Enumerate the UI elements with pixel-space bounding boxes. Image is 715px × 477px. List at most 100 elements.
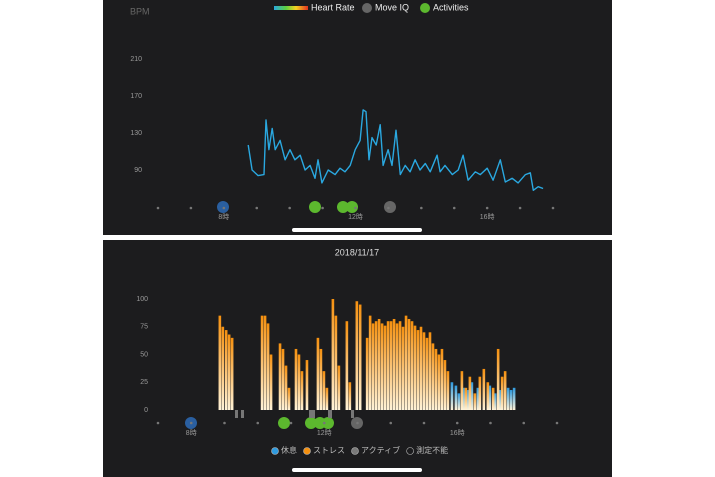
y-axis-label: BPM: [130, 6, 150, 16]
bar: [383, 325, 387, 410]
bar: [413, 325, 417, 410]
bar: [443, 360, 447, 410]
x-dot: [518, 206, 522, 210]
bar: [407, 318, 411, 410]
x-dot: [522, 421, 526, 425]
y-tick-label: 170: [130, 93, 142, 100]
legend-swatch: [271, 447, 279, 455]
bar: [503, 371, 507, 410]
bar: [294, 348, 298, 410]
bar: [496, 348, 500, 410]
bar: [454, 385, 458, 410]
bar: [493, 393, 497, 410]
home-indicator: [292, 228, 422, 232]
bar: [221, 326, 225, 410]
bar: [269, 354, 273, 410]
bar: [457, 393, 461, 410]
legend-label: Activities: [433, 2, 469, 12]
bar: [506, 387, 510, 410]
bar: [230, 337, 234, 410]
bar: [224, 330, 228, 410]
x-dot: [189, 421, 193, 425]
bar: [380, 323, 384, 410]
legend-label: Heart Rate: [311, 2, 355, 12]
x-dot: [288, 206, 291, 210]
bar: [440, 348, 444, 410]
bar: [334, 315, 338, 410]
x-tick-label: 8時: [186, 429, 197, 437]
bar: [478, 376, 482, 410]
bar: [337, 365, 341, 410]
x-dot: [222, 206, 226, 210]
bar: [278, 343, 282, 410]
bar: [450, 382, 454, 410]
x-dot: [256, 421, 260, 425]
bar: [460, 371, 464, 410]
bar: [491, 387, 495, 410]
bar: [482, 368, 486, 410]
bar: [462, 387, 466, 410]
bar: [300, 371, 304, 410]
bar: [446, 371, 450, 410]
x-dot: [356, 421, 359, 425]
bar: [410, 321, 414, 410]
x-tick-label: 12時: [348, 213, 363, 221]
bar: [218, 315, 222, 410]
x-dot: [455, 421, 459, 425]
legend-label: Move IQ: [375, 2, 409, 12]
x-dot: [387, 206, 390, 210]
x-tick-label: 8時: [218, 213, 229, 221]
bar: [392, 318, 396, 410]
bar: [509, 390, 513, 410]
bar: [404, 315, 408, 410]
bar: [374, 321, 378, 410]
home-indicator: [292, 468, 422, 472]
x-tick-label: 16時: [450, 429, 465, 437]
x-tick-label: 16時: [480, 213, 495, 221]
bar: [227, 334, 231, 410]
x-dot: [551, 206, 555, 210]
bar: [486, 382, 490, 410]
x-dot: [189, 206, 193, 210]
x-dot: [420, 206, 423, 210]
bar: [431, 343, 435, 410]
bar: [428, 332, 432, 410]
bar: [386, 321, 390, 410]
legend-label: ストレス: [313, 446, 345, 455]
x-dot: [489, 421, 492, 425]
x-dot: [156, 421, 160, 425]
bar: [470, 382, 474, 410]
y-tick-label: 90: [134, 167, 142, 174]
bar: [512, 387, 516, 410]
x-dot: [156, 206, 160, 210]
x-dot: [354, 206, 357, 210]
y-tick-label: 130: [130, 130, 142, 137]
event-icons: [185, 201, 396, 429]
bar: [331, 299, 335, 410]
bar: [401, 326, 405, 410]
bar: [345, 321, 349, 410]
heart-rate-line: [247, 109, 544, 191]
x-dot: [452, 206, 456, 210]
bar: [416, 330, 420, 410]
y-tick-label: 0: [144, 407, 148, 414]
bar: [297, 354, 301, 410]
bar: [476, 387, 480, 410]
bar: [263, 315, 267, 410]
bar: [425, 337, 429, 410]
bar: [368, 315, 372, 410]
bar: [434, 348, 438, 410]
bar: [260, 315, 264, 410]
bar: [371, 323, 375, 410]
x-tick-label: 12時: [317, 429, 332, 437]
x-dot: [322, 421, 326, 425]
y-tick-label: 25: [140, 379, 148, 386]
legend-swatch: [351, 447, 359, 455]
y-tick-label: 100: [136, 296, 148, 303]
legend-swatch: [420, 3, 431, 13]
bar: [419, 326, 423, 410]
bar: [498, 390, 502, 410]
bar: [358, 304, 362, 410]
bar: [395, 323, 399, 410]
